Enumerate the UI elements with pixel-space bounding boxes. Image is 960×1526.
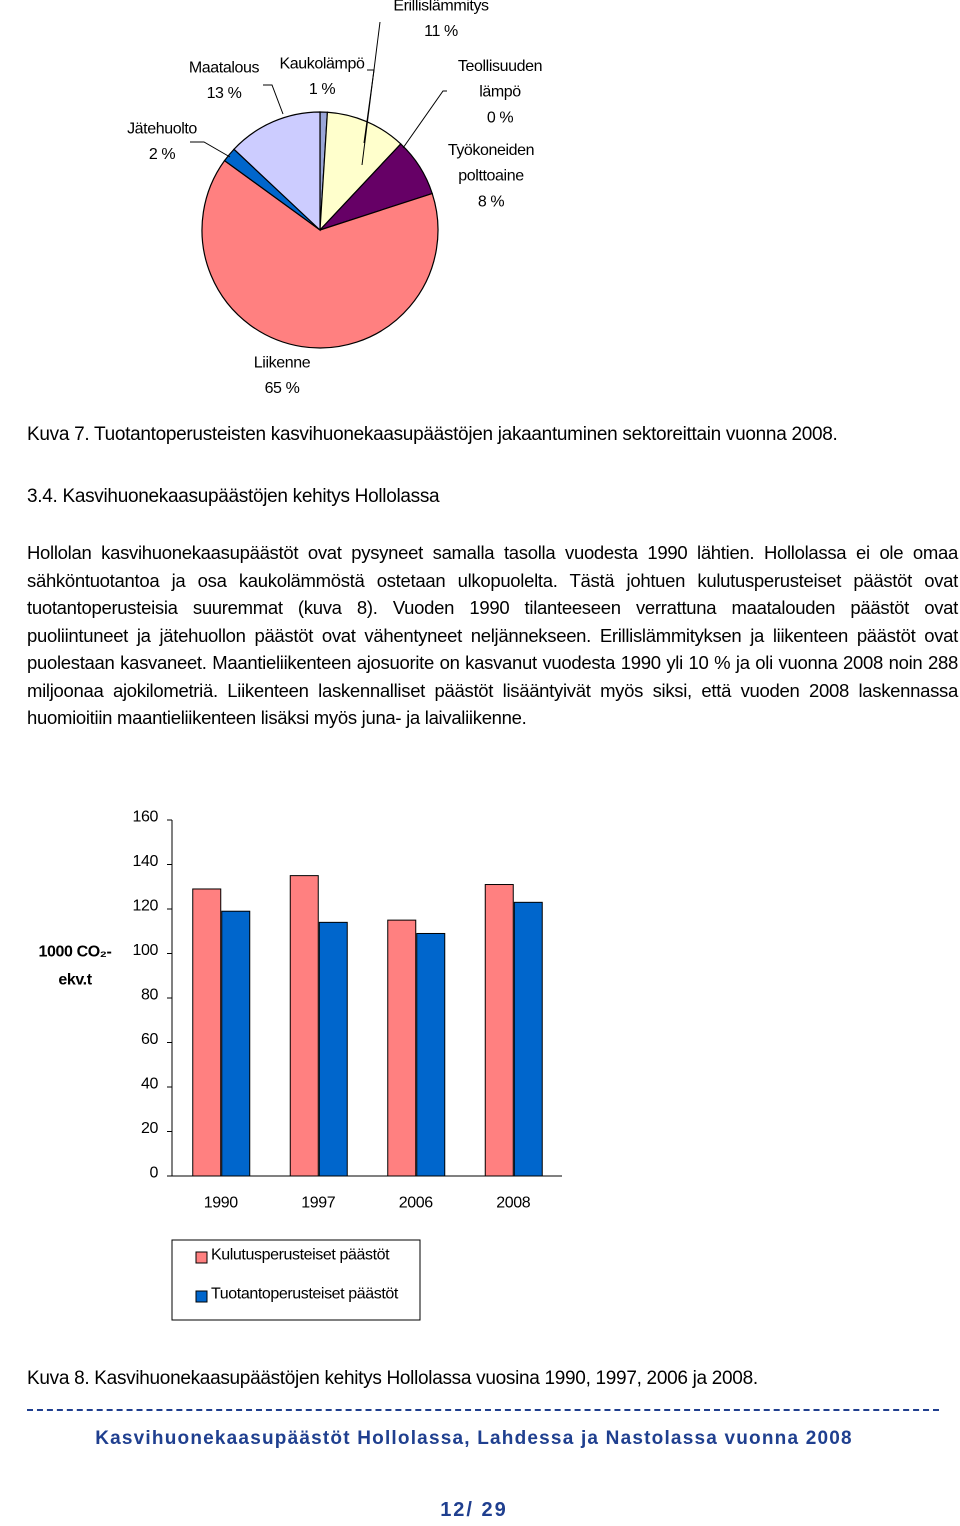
y-tick-label: 60 — [141, 1031, 158, 1048]
pie-value-label: 13 % — [207, 85, 242, 102]
legend-box — [171, 1239, 421, 1321]
bar — [289, 875, 319, 1177]
x-tick-label: 1997 — [301, 1194, 335, 1211]
pie-chart: Kaukolämpö 1 % Erillislämmitys 11 % Teollisu… — [127, 0, 542, 397]
bar — [416, 932, 446, 1177]
leader-line — [190, 141, 231, 158]
legend-swatch — [195, 1251, 208, 1264]
legend-swatch — [195, 1290, 208, 1303]
legend-label: Tuotantoperusteiset päästöt — [211, 1285, 399, 1302]
pie-value-label: 2 % — [149, 146, 176, 163]
bar — [192, 888, 222, 1177]
y-tick-label: 0 — [150, 1164, 159, 1181]
leader-line — [402, 90, 447, 149]
y-tick-label: 100 — [133, 942, 159, 959]
paragraph: Hollolan kasvihuonekaasupäästöt ovat pys… — [27, 542, 958, 728]
pie-value-label: 8 % — [478, 193, 505, 210]
pie-label: Kaukolämpö — [280, 55, 365, 72]
x-tick-label: 1990 — [204, 1194, 238, 1211]
bar — [318, 921, 348, 1177]
pie-label: Työkoneiden polttoaine — [448, 142, 534, 185]
y-tick-label: 120 — [133, 897, 159, 914]
pie-slice — [233, 111, 321, 232]
y-tick-label: 160 — [133, 808, 159, 825]
x-tick-label: 2006 — [399, 1194, 433, 1211]
y-tick-label: 140 — [133, 853, 159, 870]
leader-line — [263, 84, 284, 115]
y-tick-label: 40 — [141, 1075, 158, 1092]
bar-chart: 0 20 40 60 80 100 120 140 160 1000 CO₂- ekv.t 1990 1… — [39, 808, 562, 1321]
pie-label: Maatalous — [189, 59, 260, 76]
y-axis-label: ekv.t — [58, 971, 92, 988]
footer-title: Kasvihuonekaasupäästöt Hollolassa, Lahde… — [95, 1428, 853, 1449]
pie-value-label: 1 % — [309, 81, 336, 98]
bar — [387, 919, 417, 1177]
caption: Kuva 7. Tuotantoperusteisten kasvihuonek… — [27, 424, 838, 445]
pie-label: Jätehuolto — [127, 120, 197, 137]
pie-value-label: 11 % — [424, 23, 458, 40]
y-tick-label: 80 — [141, 986, 158, 1003]
pie-label: Liikenne — [254, 354, 311, 371]
bar — [513, 901, 543, 1177]
caption: Kuva 8. Kasvihuonekaasupäästöjen kehitys… — [27, 1368, 758, 1389]
leader-line — [361, 21, 381, 166]
y-axis-label: 1000 CO₂- — [39, 943, 112, 960]
page-number: 12/ 29 — [440, 1499, 508, 1521]
pie-value-label: 0 % — [487, 109, 514, 126]
pie-value-label: 65 % — [265, 380, 300, 397]
pie-label: Teollisuuden lämpö — [458, 58, 542, 101]
bar — [221, 910, 251, 1177]
divider — [27, 1409, 939, 1411]
legend-label: Kulutusperusteiset päästöt — [211, 1246, 390, 1263]
bar — [484, 884, 514, 1177]
section-heading: 3.4. Kasvihuonekaasupäästöjen kehitys Ho… — [27, 486, 440, 507]
pie-label: Erillislämmitys — [393, 0, 489, 14]
pie-slice — [201, 159, 439, 349]
x-tick-label: 2008 — [496, 1194, 530, 1211]
y-tick-label: 20 — [141, 1120, 158, 1137]
